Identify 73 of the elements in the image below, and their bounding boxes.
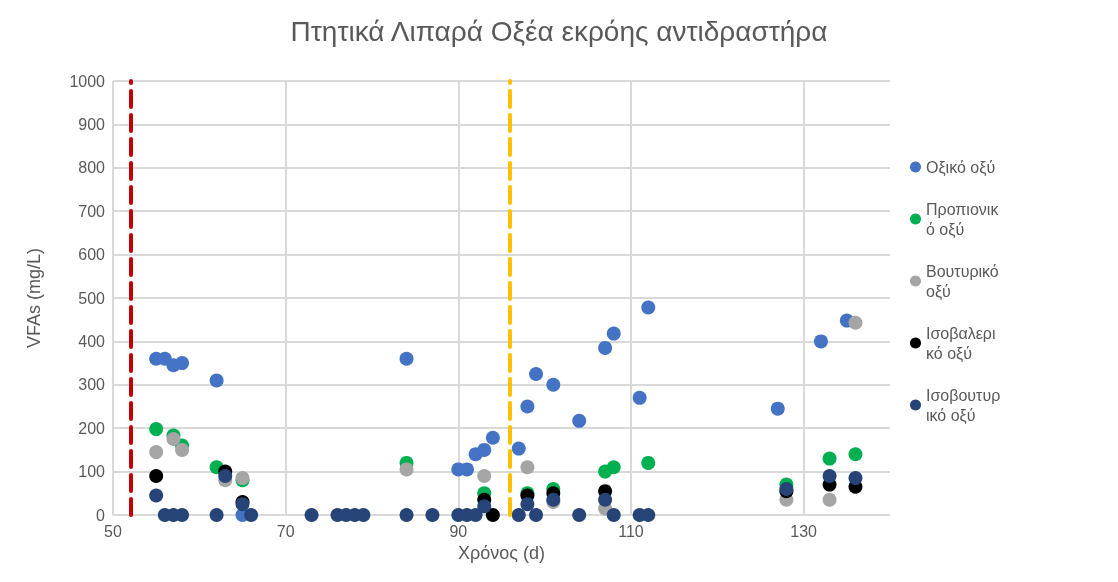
y-tick-label: 600 — [78, 246, 106, 264]
x-tick-label: 130 — [790, 522, 818, 540]
point — [399, 351, 414, 366]
point — [149, 445, 164, 460]
y-tick-label: 300 — [78, 376, 106, 394]
x-axis-title: Χρόνος (d) — [458, 542, 545, 563]
legend-label: Οξικό οξύ — [926, 158, 996, 177]
x-tick-label: 90 — [449, 522, 468, 540]
point — [598, 340, 613, 355]
chart-title: Πτητικά Λιπαρά Οξέα εκρόης αντιδραστήρα — [290, 15, 828, 47]
legend-label: Προπιονικό οξύ — [926, 200, 1000, 239]
point — [149, 468, 164, 483]
y-tick-label: 1000 — [69, 72, 106, 90]
y-tick-label: 500 — [78, 289, 106, 307]
point — [477, 499, 492, 514]
point — [848, 447, 863, 462]
point — [822, 451, 837, 466]
x-tick-label: 110 — [618, 522, 644, 540]
point — [822, 468, 837, 483]
point — [598, 492, 613, 507]
point — [770, 401, 785, 416]
point — [425, 508, 440, 522]
point — [529, 366, 544, 381]
legend-label: Ισοβαλερικό οξύ — [926, 324, 996, 363]
point — [572, 413, 587, 428]
y-axis-title: VFAs (mg/L) — [24, 247, 44, 349]
point — [485, 430, 500, 445]
point — [520, 497, 535, 512]
point — [641, 508, 656, 522]
point — [511, 508, 526, 522]
point — [606, 460, 621, 475]
point — [632, 390, 647, 405]
point — [606, 508, 621, 522]
y-tick-label: 400 — [78, 332, 106, 350]
point — [520, 399, 535, 414]
point — [209, 508, 224, 522]
point — [149, 488, 164, 503]
point — [175, 442, 190, 457]
y-tick-label: 900 — [78, 115, 106, 133]
y-tick-label: 100 — [78, 463, 106, 481]
x-tick-label: 70 — [276, 522, 295, 540]
point — [529, 508, 544, 522]
point — [209, 373, 224, 388]
y-tick-label: 700 — [78, 202, 106, 220]
point — [641, 300, 656, 315]
x-tick-label: 50 — [104, 522, 122, 540]
legend-label: Ισοβουτυρικό οξύ — [926, 386, 1001, 425]
point — [175, 356, 190, 371]
point — [606, 326, 621, 341]
point — [399, 462, 414, 477]
point — [485, 508, 500, 522]
legend-label: Βουτυρικό οξύ — [926, 262, 1004, 301]
y-tick-label: 0 — [96, 506, 106, 524]
point — [572, 508, 587, 522]
y-tick-label: 800 — [78, 159, 106, 177]
point — [546, 377, 561, 392]
point — [244, 508, 259, 522]
point — [822, 492, 837, 507]
point — [477, 442, 492, 457]
point — [511, 441, 526, 456]
point — [520, 460, 535, 475]
point — [175, 508, 190, 522]
point — [848, 315, 863, 330]
point — [641, 455, 656, 470]
point — [477, 468, 492, 483]
point — [218, 468, 233, 483]
point — [304, 508, 319, 522]
point — [149, 422, 164, 437]
y-tick-label: 200 — [78, 419, 106, 437]
point — [813, 334, 828, 349]
point — [848, 471, 863, 486]
point — [399, 508, 414, 522]
point — [166, 432, 181, 447]
